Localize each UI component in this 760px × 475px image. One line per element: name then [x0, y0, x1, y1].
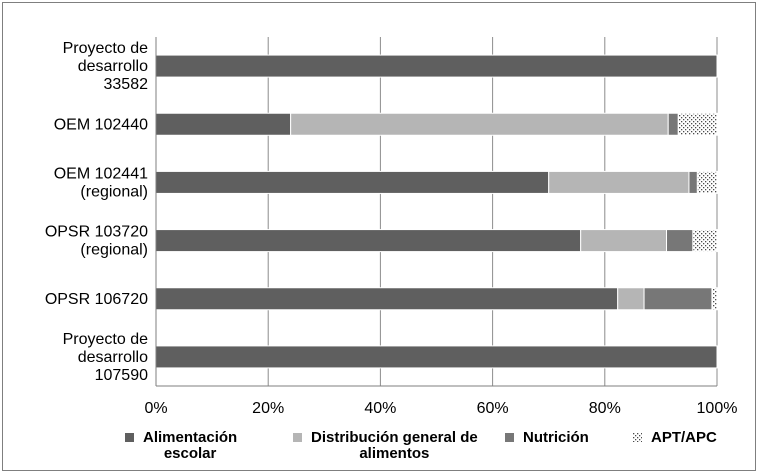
bar-segment	[155, 229, 582, 253]
bar-segment	[155, 345, 718, 369]
category-label: Proyecto de desarrollo 107590	[63, 331, 148, 384]
bar-segment	[711, 287, 718, 311]
category-label: OPSR 103720 (regional)	[45, 224, 148, 259]
x-tick-label: 20%	[252, 400, 284, 417]
gridlines	[267, 37, 718, 386]
category-label: OPSR 106720	[45, 291, 148, 308]
axes	[155, 37, 717, 387]
bar-segment	[548, 170, 690, 194]
legend: Alimentación escolar Distribución general …	[125, 429, 717, 462]
category-label: Proyecto de desarrollo 33582	[63, 40, 148, 93]
bar-segment	[155, 287, 619, 311]
bar-segment	[155, 170, 550, 194]
x-tick-labels: 0% 20% 40% 60% 80% 100%	[144, 400, 737, 417]
bar-segment	[155, 54, 718, 78]
bar-segment	[290, 112, 669, 136]
legend-label: Nutrición	[523, 429, 589, 446]
x-tick-label: 40%	[364, 400, 396, 417]
x-tick-label: 80%	[589, 400, 621, 417]
bar-segment	[692, 229, 718, 253]
bar-segment	[688, 170, 698, 194]
category-labels: Proyecto de desarrollo 107590 OPSR 106720 OP…	[45, 40, 148, 384]
legend-swatch	[633, 433, 642, 442]
x-tick-label: 100%	[697, 400, 738, 417]
bar-segment	[617, 287, 645, 311]
bars	[155, 54, 718, 369]
legend-swatch	[125, 433, 134, 442]
bar-segment	[580, 229, 668, 253]
bar-segment	[666, 229, 694, 253]
bar-segment	[667, 112, 679, 136]
category-label: OEM 102441 (regional)	[54, 165, 148, 200]
legend-label: Alimentación escolar	[143, 429, 237, 462]
legend-label: Distribución general de alimentos	[311, 429, 478, 462]
chart-frame: Proyecto de desarrollo 107590 OPSR 106720 OP…	[2, 2, 756, 471]
legend-swatch	[293, 433, 302, 442]
category-label: OEM 102440	[54, 116, 148, 133]
bar-segment	[643, 287, 713, 311]
legend-label: APT/APC	[651, 429, 717, 446]
x-tick-label: 0%	[144, 400, 167, 417]
x-tick-label: 60%	[477, 400, 509, 417]
bar-segment	[155, 112, 292, 136]
legend-swatch	[505, 433, 514, 442]
bar-segment	[696, 170, 718, 194]
stacked-bar-chart: Proyecto de desarrollo 107590 OPSR 106720 OP…	[45, 37, 737, 462]
bar-segment	[677, 112, 718, 136]
